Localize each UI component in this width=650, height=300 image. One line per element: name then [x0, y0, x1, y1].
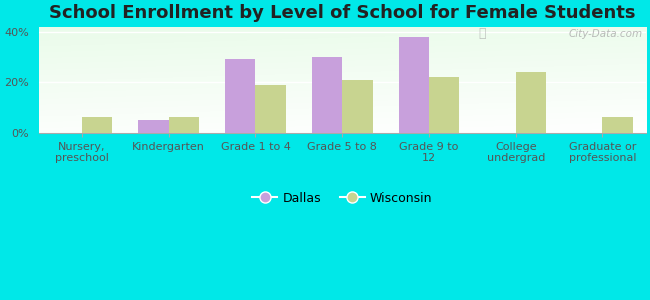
Bar: [429, 77, 460, 133]
Bar: [255, 85, 286, 133]
Legend: Dallas, Wisconsin: Dallas, Wisconsin: [247, 187, 437, 210]
Bar: [603, 118, 633, 133]
Bar: [225, 59, 255, 133]
Text: ⓘ: ⓘ: [479, 27, 486, 40]
Title: School Enrollment by Level of School for Female Students: School Enrollment by Level of School for…: [49, 4, 636, 22]
Bar: [169, 118, 199, 133]
Bar: [398, 37, 429, 133]
Bar: [515, 72, 546, 133]
Bar: [138, 120, 169, 133]
Text: City-Data.com: City-Data.com: [569, 29, 643, 39]
Bar: [343, 80, 372, 133]
Bar: [312, 57, 343, 133]
Bar: [82, 118, 112, 133]
